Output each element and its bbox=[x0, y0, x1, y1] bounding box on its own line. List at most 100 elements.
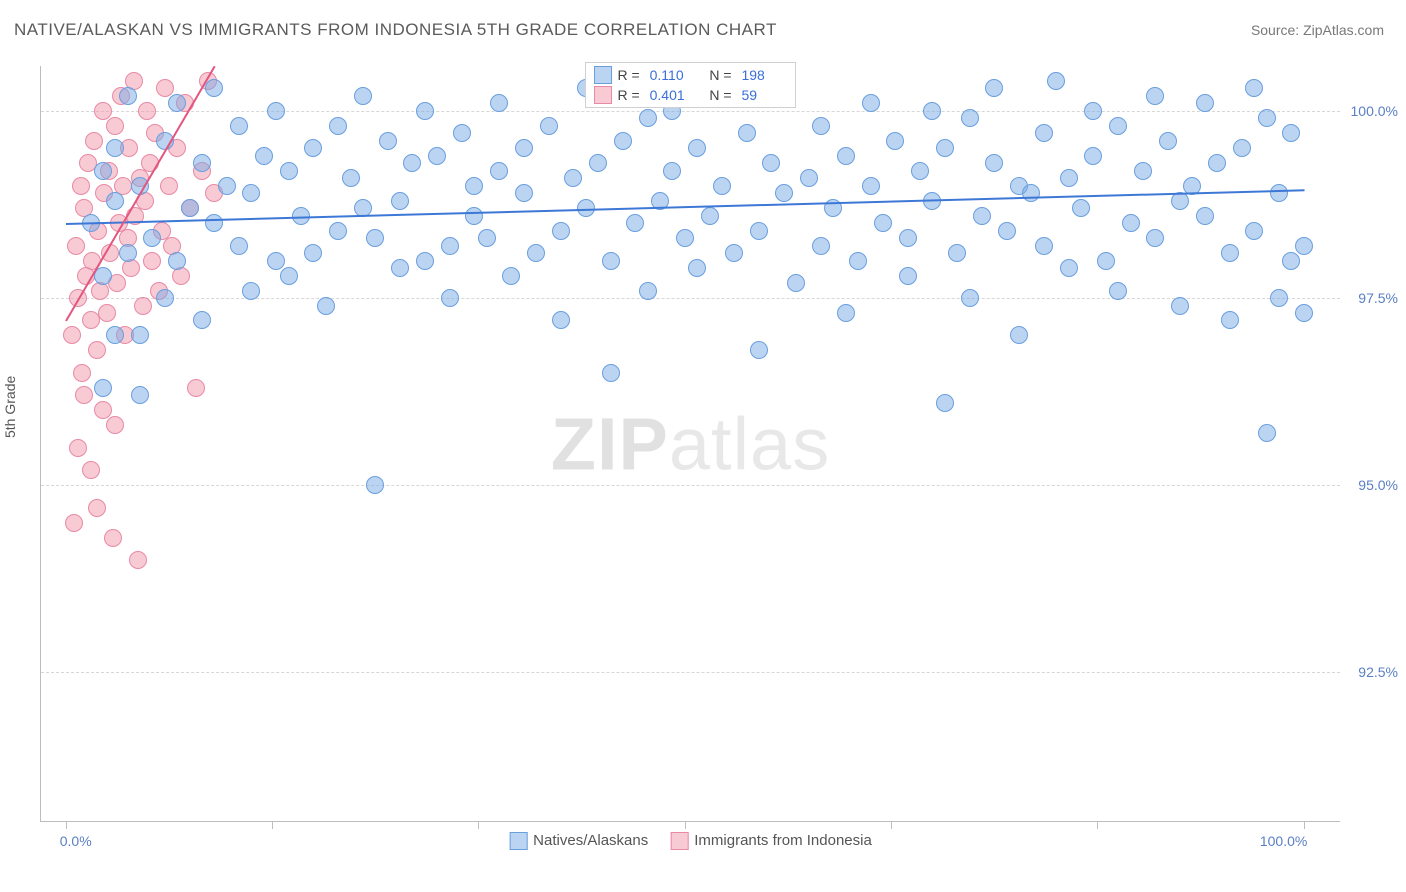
scatter-point-blue bbox=[119, 87, 137, 105]
chart-title: NATIVE/ALASKAN VS IMMIGRANTS FROM INDONE… bbox=[14, 20, 777, 40]
scatter-point-blue bbox=[441, 237, 459, 255]
scatter-point-blue bbox=[1208, 154, 1226, 172]
watermark-rest: atlas bbox=[669, 402, 830, 485]
legend-swatch bbox=[594, 66, 612, 84]
legend-r-label: R = bbox=[618, 67, 644, 83]
scatter-point-blue bbox=[205, 214, 223, 232]
scatter-point-blue bbox=[428, 147, 446, 165]
scatter-point-pink bbox=[63, 326, 81, 344]
x-tick-label-left: 0.0% bbox=[60, 833, 92, 849]
scatter-point-blue bbox=[280, 162, 298, 180]
scatter-point-blue bbox=[701, 207, 719, 225]
scatter-point-blue bbox=[676, 229, 694, 247]
scatter-point-pink bbox=[82, 461, 100, 479]
scatter-point-blue bbox=[564, 169, 582, 187]
scatter-point-blue bbox=[663, 162, 681, 180]
scatter-point-pink bbox=[134, 297, 152, 315]
scatter-point-blue bbox=[366, 476, 384, 494]
scatter-point-blue bbox=[923, 102, 941, 120]
x-tick bbox=[1097, 821, 1098, 829]
scatter-point-blue bbox=[156, 289, 174, 307]
scatter-point-blue bbox=[465, 207, 483, 225]
scatter-point-blue bbox=[540, 117, 558, 135]
scatter-point-blue bbox=[403, 154, 421, 172]
scatter-point-pink bbox=[65, 514, 83, 532]
scatter-point-pink bbox=[73, 364, 91, 382]
y-tick-label: 95.0% bbox=[1358, 477, 1398, 493]
scatter-point-blue bbox=[131, 326, 149, 344]
scatter-point-blue bbox=[626, 214, 644, 232]
scatter-point-blue bbox=[1134, 162, 1152, 180]
scatter-point-blue bbox=[837, 147, 855, 165]
legend-swatch bbox=[594, 86, 612, 104]
x-tick bbox=[891, 821, 892, 829]
scatter-point-blue bbox=[354, 87, 372, 105]
scatter-point-blue bbox=[1282, 124, 1300, 142]
scatter-point-blue bbox=[862, 94, 880, 112]
scatter-point-blue bbox=[948, 244, 966, 262]
scatter-point-blue bbox=[1146, 229, 1164, 247]
scatter-point-blue bbox=[304, 139, 322, 157]
scatter-point-blue bbox=[1084, 102, 1102, 120]
gridline-h bbox=[41, 672, 1340, 673]
scatter-point-blue bbox=[1258, 109, 1276, 127]
scatter-point-blue bbox=[1270, 184, 1288, 202]
scatter-point-blue bbox=[106, 326, 124, 344]
scatter-point-pink bbox=[187, 379, 205, 397]
scatter-point-blue bbox=[205, 79, 223, 97]
watermark-bold: ZIP bbox=[551, 402, 669, 485]
scatter-point-blue bbox=[1010, 326, 1028, 344]
scatter-point-blue bbox=[168, 252, 186, 270]
scatter-point-blue bbox=[230, 117, 248, 135]
scatter-point-blue bbox=[1295, 304, 1313, 322]
scatter-point-blue bbox=[985, 154, 1003, 172]
scatter-point-blue bbox=[812, 117, 830, 135]
scatter-point-blue bbox=[441, 289, 459, 307]
scatter-point-pink bbox=[104, 529, 122, 547]
scatter-point-blue bbox=[985, 79, 1003, 97]
scatter-point-blue bbox=[1035, 124, 1053, 142]
scatter-point-blue bbox=[800, 169, 818, 187]
scatter-point-blue bbox=[242, 184, 260, 202]
scatter-point-pink bbox=[88, 341, 106, 359]
correlation-legend: R = 0.110 N = 198R = 0.401 N = 59 bbox=[585, 62, 797, 108]
scatter-point-blue bbox=[94, 162, 112, 180]
legend-label: Immigrants from Indonesia bbox=[694, 832, 872, 849]
scatter-point-blue bbox=[589, 154, 607, 172]
scatter-point-blue bbox=[936, 139, 954, 157]
scatter-point-blue bbox=[639, 282, 657, 300]
scatter-point-blue bbox=[1022, 184, 1040, 202]
scatter-point-blue bbox=[218, 177, 236, 195]
scatter-point-blue bbox=[1221, 244, 1239, 262]
scatter-point-blue bbox=[552, 222, 570, 240]
scatter-point-blue bbox=[502, 267, 520, 285]
y-tick-label: 92.5% bbox=[1358, 664, 1398, 680]
scatter-point-pink bbox=[67, 237, 85, 255]
scatter-point-blue bbox=[490, 94, 508, 112]
scatter-point-pink bbox=[106, 416, 124, 434]
scatter-point-blue bbox=[837, 304, 855, 322]
scatter-point-pink bbox=[85, 132, 103, 150]
legend-item: Immigrants from Indonesia bbox=[670, 832, 872, 850]
y-tick-label: 97.5% bbox=[1358, 290, 1398, 306]
scatter-point-blue bbox=[1196, 94, 1214, 112]
scatter-point-blue bbox=[391, 192, 409, 210]
scatter-point-blue bbox=[131, 386, 149, 404]
legend-row: R = 0.401 N = 59 bbox=[592, 85, 790, 105]
scatter-point-blue bbox=[391, 259, 409, 277]
scatter-point-blue bbox=[267, 102, 285, 120]
scatter-point-pink bbox=[98, 304, 116, 322]
scatter-point-blue bbox=[465, 177, 483, 195]
scatter-point-blue bbox=[1233, 139, 1251, 157]
scatter-point-pink bbox=[138, 102, 156, 120]
scatter-point-blue bbox=[193, 154, 211, 172]
scatter-point-pink bbox=[129, 551, 147, 569]
scatter-point-pink bbox=[88, 499, 106, 517]
legend-label: Natives/Alaskans bbox=[533, 832, 648, 849]
legend-n-value: 198 bbox=[741, 67, 787, 83]
scatter-point-blue bbox=[738, 124, 756, 142]
legend-r-label: R = bbox=[618, 87, 644, 103]
scatter-point-pink bbox=[160, 177, 178, 195]
scatter-point-blue bbox=[230, 237, 248, 255]
scatter-point-blue bbox=[602, 364, 620, 382]
